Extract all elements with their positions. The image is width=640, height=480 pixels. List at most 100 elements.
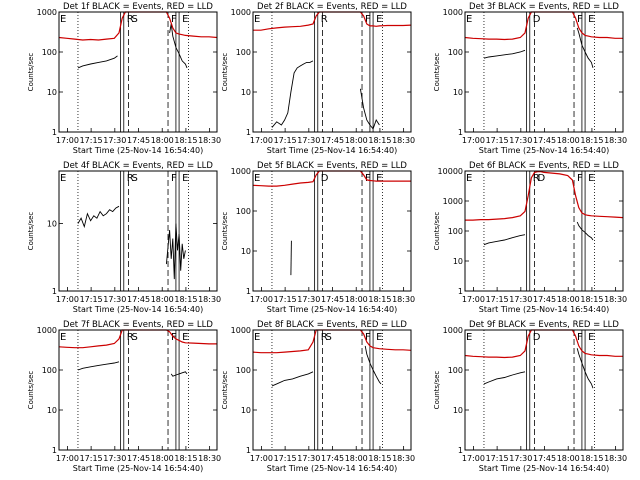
- x-tick-label: 18:00: [151, 454, 174, 463]
- x-tick-label: 17:45: [321, 454, 344, 463]
- x-tick-label: 18:15: [174, 295, 197, 304]
- plot-frame: [464, 11, 624, 133]
- y-tick-label: 100: [236, 366, 251, 375]
- series-line-2: [252, 329, 412, 354]
- series-line-2: [252, 170, 411, 187]
- series-line-1: [77, 23, 188, 69]
- x-tick-label: 17:30: [103, 295, 126, 304]
- period-label: E: [588, 173, 594, 184]
- y-tick-label: 10: [241, 247, 251, 256]
- x-axis-label: Start Time (25-Nov-14 16:54:40): [479, 305, 609, 314]
- y-tick-label: 1: [458, 446, 463, 455]
- x-tick-label: 17:45: [533, 136, 556, 145]
- x-tick-label: 18:00: [345, 295, 368, 304]
- plot-frame: [252, 170, 412, 292]
- x-tick-label: 18:30: [198, 136, 221, 145]
- series-line-2: [58, 11, 218, 41]
- y-tick-label: 1000: [231, 326, 251, 335]
- plot-frame: [58, 11, 218, 133]
- y-tick-label: 1000: [37, 326, 57, 335]
- period-label: R: [127, 332, 134, 343]
- y-tick-label: 10: [47, 406, 57, 415]
- series-line-2: [58, 329, 217, 349]
- x-tick-label: 18:15: [580, 295, 603, 304]
- period-label: E: [182, 14, 188, 25]
- series-line-1: [271, 345, 382, 387]
- panel-title: Det 2f BLACK = Events, RED = LLD: [257, 2, 407, 12]
- x-tick-label: 18:00: [345, 136, 368, 145]
- panel-title: Det 7f BLACK = Events, RED = LLD: [63, 320, 213, 330]
- period-label: D: [533, 14, 541, 25]
- period-label: E: [254, 14, 260, 25]
- y-tick-label: 10: [453, 257, 463, 266]
- y-tick-label: 10000: [438, 167, 463, 176]
- x-tick-label: 17:00: [250, 454, 273, 463]
- x-tick-label: 18:15: [580, 136, 603, 145]
- x-tick-label: 17:30: [297, 136, 320, 145]
- x-tick-label: 17:45: [127, 454, 150, 463]
- series-line-2: [465, 171, 624, 221]
- plot-frame: [464, 329, 624, 451]
- y-tick-label: 10: [241, 88, 251, 97]
- period-label: S: [132, 14, 138, 25]
- y-axis-label: Counts/sec: [433, 53, 441, 92]
- plot-frame: [252, 11, 412, 133]
- y-axis-label: Counts/sec: [27, 212, 35, 251]
- x-tick-label: 17:00: [250, 295, 273, 304]
- x-tick-label: 17:45: [127, 136, 150, 145]
- period-label: R: [127, 14, 134, 25]
- x-tick-label: 18:30: [198, 454, 221, 463]
- period-label: E: [466, 173, 472, 184]
- y-tick-label: 10: [47, 88, 57, 97]
- period-label: E: [182, 332, 188, 343]
- x-tick-label: 17:15: [274, 136, 297, 145]
- period-label: F: [577, 14, 583, 25]
- x-tick-label: 17:45: [533, 295, 556, 304]
- x-tick-label: 18:00: [557, 295, 580, 304]
- x-tick-label: 17:00: [250, 136, 273, 145]
- x-tick-label: 18:15: [368, 454, 391, 463]
- x-tick-label: 17:15: [486, 454, 509, 463]
- x-tick-label: 18:00: [557, 136, 580, 145]
- x-tick-label: 18:30: [392, 295, 415, 304]
- x-tick-label: 17:15: [80, 136, 103, 145]
- x-tick-label: 17:15: [274, 454, 297, 463]
- y-axis-label: Counts/sec: [221, 212, 229, 251]
- panel-title: Det 1f BLACK = Events, RED = LLD: [63, 2, 213, 12]
- y-tick-label: 1000: [443, 326, 463, 335]
- series-line-2: [464, 11, 623, 41]
- y-tick-label: 100: [448, 366, 463, 375]
- x-tick-label: 18:00: [151, 295, 174, 304]
- period-label: F: [171, 173, 177, 184]
- x-tick-label: 17:45: [533, 454, 556, 463]
- y-tick-label: 1000: [37, 8, 57, 17]
- series-line-1: [483, 27, 594, 69]
- x-tick-label: 17:30: [103, 136, 126, 145]
- period-label: D: [533, 332, 541, 343]
- x-tick-label: 17:45: [321, 295, 344, 304]
- period-label: E: [182, 173, 188, 184]
- period-label: F: [171, 14, 177, 25]
- x-tick-label: 18:15: [174, 136, 197, 145]
- y-tick-label: 1: [246, 128, 251, 137]
- x-tick-label: 18:15: [368, 136, 391, 145]
- series-line-1: [77, 205, 186, 280]
- x-tick-label: 17:30: [509, 295, 532, 304]
- x-tick-label: 17:30: [103, 454, 126, 463]
- x-tick-label: 18:00: [151, 136, 174, 145]
- panel-title: Det 4f BLACK = Events, RED = LLD: [63, 161, 213, 171]
- x-tick-label: 18:30: [392, 454, 415, 463]
- period-label: R: [321, 332, 328, 343]
- plot-frame: [58, 170, 218, 292]
- x-tick-label: 17:30: [297, 295, 320, 304]
- y-axis-label: Counts/sec: [433, 371, 441, 410]
